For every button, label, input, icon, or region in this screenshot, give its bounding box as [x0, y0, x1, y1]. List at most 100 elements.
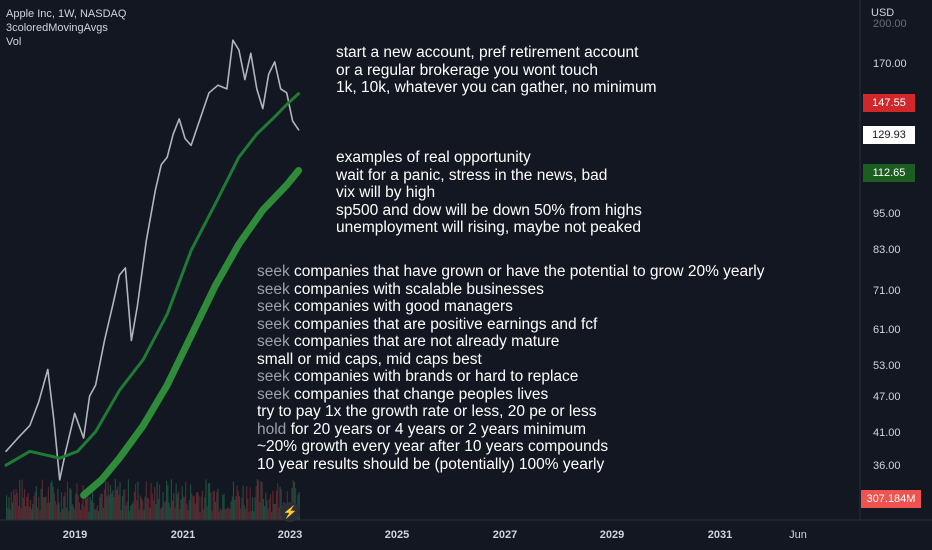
note-line: vix will by high — [336, 184, 436, 201]
volume-bar — [161, 507, 163, 520]
volume-bar — [132, 501, 134, 520]
note-prefix: seek — [257, 333, 290, 350]
volume-bar — [64, 492, 66, 520]
note-line: try to pay 1x the growth rate or less, 2… — [257, 403, 765, 421]
volume-bar — [157, 499, 159, 520]
volume-bar — [198, 495, 200, 520]
y-tick: 61.00 — [873, 324, 901, 336]
volume-bar — [261, 482, 263, 520]
volume-bar — [130, 505, 132, 520]
volume-bar — [265, 492, 267, 520]
y-tick: 95.00 — [873, 208, 901, 220]
volume-bars — [6, 478, 300, 520]
volume-bar — [86, 498, 88, 520]
note-line: sp500 and dow will be down 50% from high… — [336, 201, 642, 219]
note-line: seek companies that are not already matu… — [257, 333, 765, 351]
volume-bar — [28, 506, 30, 520]
volume-bar — [40, 488, 42, 520]
lightning-icon[interactable]: ⚡ — [280, 502, 300, 522]
volume-bar — [193, 495, 195, 520]
volume-bar — [34, 491, 36, 520]
volume-bar — [16, 492, 18, 520]
note-prefix: seek — [257, 298, 290, 315]
x-tick: 2025 — [384, 529, 410, 541]
volume-bar — [21, 479, 23, 520]
volume-bar — [149, 507, 151, 520]
x-tick: 2023 — [277, 529, 303, 541]
volume-bar — [269, 494, 272, 520]
volume-bar — [87, 495, 89, 520]
volume-bar — [89, 496, 91, 520]
ma-red-badge: 147.55 — [863, 94, 915, 112]
note-block-3: seek companies that have grown or have t… — [257, 263, 765, 473]
y-tick: 200.00 — [873, 18, 907, 30]
volume-bar — [167, 485, 169, 520]
volume-bar — [172, 500, 174, 520]
volume-bar — [259, 501, 261, 520]
volume-bar — [93, 502, 95, 520]
volume-bar — [100, 493, 102, 520]
volume-bar — [88, 511, 90, 520]
volume-bar — [9, 509, 11, 520]
volume-bar — [222, 495, 224, 520]
note-block-1: start a new account, pref retirement acc… — [336, 44, 657, 97]
volume-bar — [154, 487, 156, 520]
y-tick: 83.00 — [873, 244, 901, 256]
x-tick: 2019 — [62, 529, 88, 541]
volume-label[interactable]: Vol — [6, 36, 22, 48]
volume-bar — [145, 481, 147, 520]
volume-bar — [274, 503, 276, 520]
volume-bar — [129, 510, 131, 520]
volume-bar — [33, 496, 35, 520]
volume-bar — [203, 509, 205, 520]
note-text: ~20% growth every year after 10 years co… — [257, 438, 609, 455]
volume-bar — [266, 500, 268, 520]
volume-bar — [181, 486, 183, 520]
volume-bar — [293, 482, 295, 520]
volume-bar — [223, 494, 225, 520]
volume-bar — [126, 501, 128, 520]
volume-bar — [96, 505, 98, 520]
note-line: hold for 20 years or 4 years or 2 years … — [257, 421, 765, 439]
volume-bar — [138, 509, 140, 520]
volume-bar — [66, 481, 69, 520]
volume-bar — [53, 493, 55, 520]
volume-bar — [65, 507, 67, 520]
volume-bar — [230, 501, 232, 520]
volume-bar — [246, 486, 248, 520]
volume-bar — [14, 495, 16, 520]
volume-bar — [188, 500, 190, 520]
volume-bar — [271, 511, 273, 520]
volume-bar — [123, 489, 125, 520]
volume-bar — [135, 483, 137, 520]
volume-bar — [17, 506, 20, 520]
note-text: for 20 years or 4 years or 2 years minim… — [286, 420, 587, 438]
note-text: small or mid caps, mid caps best — [257, 350, 482, 368]
note-line: seek companies with scalable businesses — [257, 281, 765, 299]
volume-bar — [174, 507, 176, 520]
x-tick: Jun — [789, 529, 807, 541]
volume-bar — [232, 481, 235, 520]
volume-bar — [218, 511, 220, 520]
volume-bar — [179, 509, 181, 520]
volume-bar — [264, 506, 266, 520]
volume-bar — [39, 510, 41, 520]
volume-bar — [51, 480, 53, 520]
volume-bar — [191, 493, 193, 520]
volume-bar — [189, 484, 192, 520]
symbol-title[interactable]: Apple Inc, 1W, NASDAQ — [6, 8, 127, 20]
chart-legend[interactable]: Apple Inc, 1W, NASDAQ 3coloredMovingAvgs… — [6, 7, 126, 49]
volume-bar — [211, 511, 213, 520]
series-line — [80, 167, 303, 499]
indicator-label[interactable]: 3coloredMovingAvgs — [6, 22, 108, 34]
note-line: start a new account, pref retirement acc… — [336, 44, 639, 61]
currency-label[interactable]: USD — [871, 7, 895, 19]
volume-bar — [206, 506, 208, 520]
volume-bar — [254, 497, 256, 520]
volume-bar — [111, 493, 113, 520]
volume-bar — [29, 500, 32, 520]
volume-bar — [31, 509, 33, 520]
volume-bar — [216, 491, 218, 520]
ma-green-badge: 112.65 — [863, 164, 915, 182]
